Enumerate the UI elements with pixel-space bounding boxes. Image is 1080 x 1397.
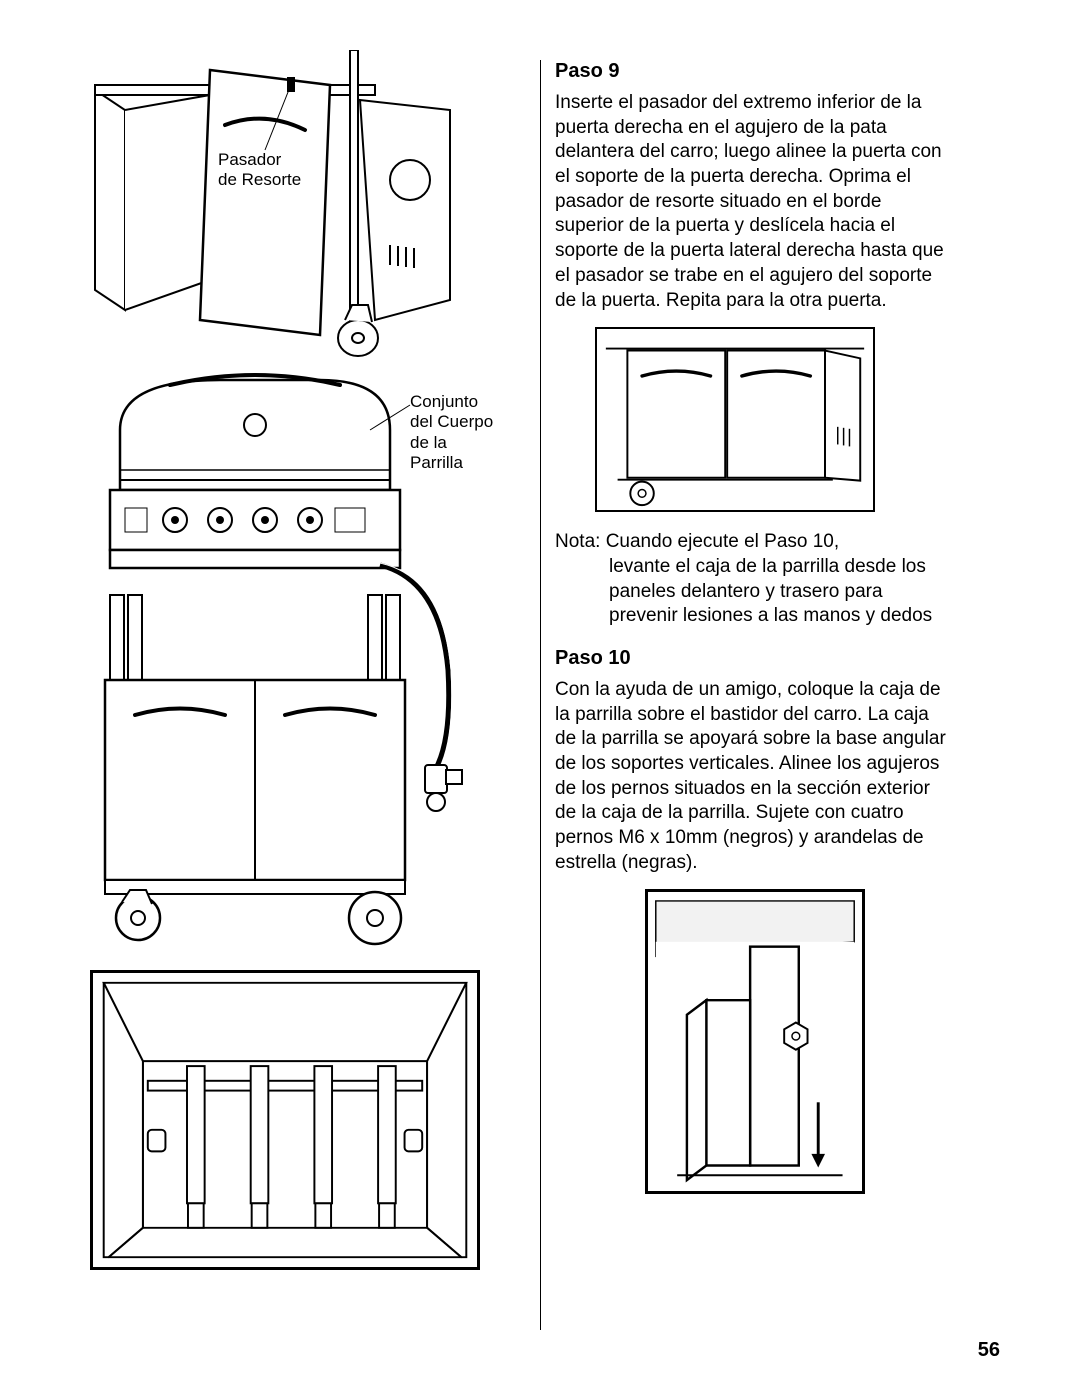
callout-grill-body: Conjunto del Cuerpo de la Parrilla: [410, 392, 500, 474]
step-10-heading: Paso 10: [555, 647, 955, 670]
figure-r1-doors-installed: [595, 327, 875, 512]
manual-page: Pasador de Resorte: [0, 0, 1080, 1397]
note-block: Nota: Cuando ejecute el Paso 10, levante…: [555, 530, 955, 629]
step-9-body: Inserte el pasador del extremo inferior …: [555, 91, 955, 313]
figure-1-container: Pasador de Resorte: [90, 50, 460, 360]
note-body-first: Cuando ejecute el Paso 10,: [606, 531, 839, 552]
page-number: 56: [978, 1339, 1000, 1362]
note-body: levante el caja de la parrilla desde los…: [555, 555, 955, 629]
step-10-body: Con la ayuda de un amigo, coloque la caj…: [555, 678, 955, 876]
figure-2-container: Conjunto del Cuerpo de la Parrilla: [90, 370, 500, 950]
callout-text: del Cuerpo: [410, 412, 493, 431]
callout-text: de Resorte: [218, 170, 301, 189]
callout-spring-pin: Pasador de Resorte: [218, 150, 301, 191]
figure-r2-bolt-detail: [645, 889, 865, 1194]
column-divider: [540, 60, 541, 1330]
note-label: Nota:: [555, 531, 600, 552]
callout-text: Pasador: [218, 150, 281, 169]
callout-text: Conjunto: [410, 392, 478, 411]
right-column: Paso 9 Inserte el pasador del extremo in…: [555, 60, 955, 1194]
callout-text: de la Parrilla: [410, 433, 463, 472]
left-column: Pasador de Resorte: [90, 50, 510, 1270]
step-9-heading: Paso 9: [555, 60, 955, 83]
figure-1-door-spring-pin: [90, 50, 460, 360]
figure-3-burner-interior: [90, 970, 480, 1270]
